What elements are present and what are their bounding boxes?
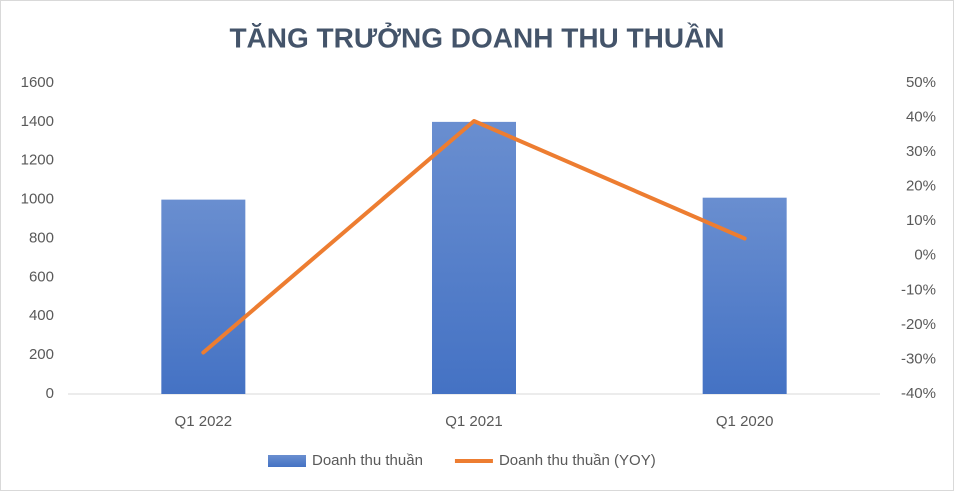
y-tick-label: 0 xyxy=(46,385,54,402)
x-tick-label: Q1 2020 xyxy=(716,413,774,430)
y-tick-label: 400 xyxy=(29,307,54,324)
bar xyxy=(432,121,516,394)
legend-label: Doanh thu thuần (YOY) xyxy=(499,452,656,469)
y-tick-label: 1600 xyxy=(21,74,54,91)
y2-tick-label: 40% xyxy=(906,109,936,126)
line xyxy=(201,119,747,355)
legend-label: Doanh thu thuần xyxy=(312,452,423,469)
bar xyxy=(702,197,787,394)
x-tick-label: Q1 2021 xyxy=(445,413,503,430)
y-tick-label: 200 xyxy=(29,346,54,363)
y-tick-label: 800 xyxy=(29,229,54,246)
y-tick-label: 1200 xyxy=(21,152,54,169)
y2-tick-label: -40% xyxy=(901,385,936,402)
legend-swatch xyxy=(268,455,306,467)
bar xyxy=(161,199,246,394)
y2-tick-label: -10% xyxy=(901,281,936,298)
x-tick-label: Q1 2022 xyxy=(175,413,233,430)
y2-tick-label: 20% xyxy=(906,178,936,195)
y2-tick-label: 50% xyxy=(906,74,936,91)
y-tick-label: 1000 xyxy=(21,191,54,208)
y2-tick-label: -30% xyxy=(901,350,936,367)
y-tick-label: 1400 xyxy=(21,113,54,130)
y2-tick-label: 0% xyxy=(914,247,936,264)
y2-tick-label: 10% xyxy=(906,212,936,229)
y-tick-label: 600 xyxy=(29,268,54,285)
chart-title: TĂNG TRƯỞNG DOANH THU THUẦN xyxy=(229,21,724,53)
y2-tick-label: -20% xyxy=(901,316,936,333)
y2-tick-label: 30% xyxy=(906,143,936,160)
